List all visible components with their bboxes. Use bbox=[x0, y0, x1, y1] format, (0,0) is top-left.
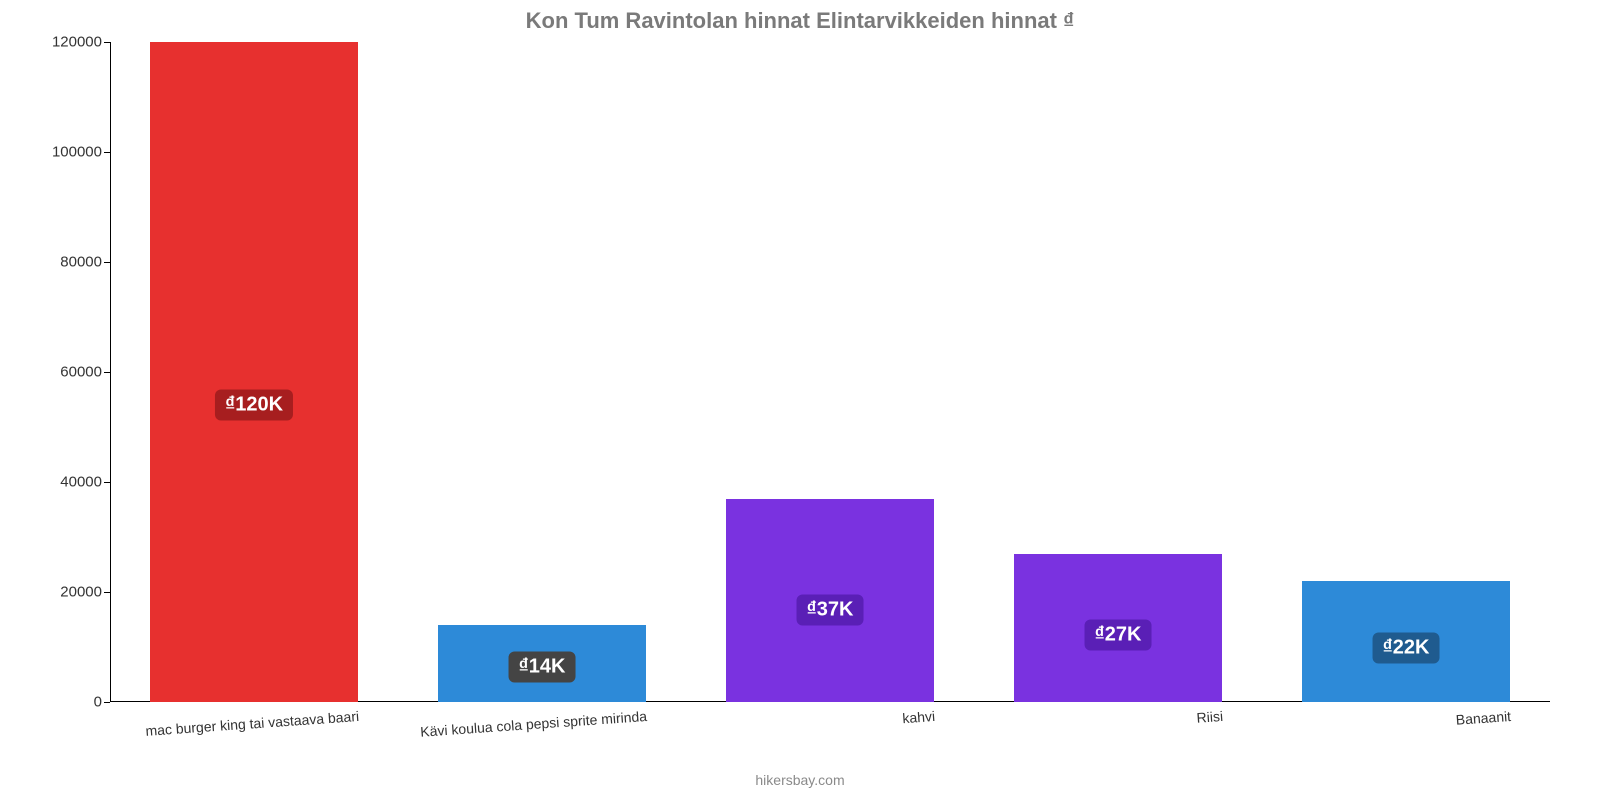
x-tick-label: Kävi koulua cola pepsi sprite mirinda bbox=[419, 702, 647, 740]
x-tick-label: Banaanit bbox=[1455, 702, 1512, 728]
x-tick-label: mac burger king tai vastaava baari bbox=[144, 702, 359, 739]
bar: ₫120K bbox=[150, 42, 357, 702]
bar: ₫37K bbox=[726, 499, 933, 703]
y-tick-mark bbox=[104, 482, 110, 483]
y-axis-line bbox=[110, 42, 111, 702]
y-tick-mark bbox=[104, 152, 110, 153]
price-bar-chart: Kon Tum Ravintolan hinnat Elintarvikkeid… bbox=[0, 0, 1600, 800]
plot-area: 020000400006000080000100000120000₫120Kma… bbox=[110, 42, 1550, 702]
y-tick-mark bbox=[104, 262, 110, 263]
y-tick-label: 80000 bbox=[60, 254, 110, 271]
chart-footer: hikersbay.com bbox=[0, 772, 1600, 788]
y-tick-mark bbox=[104, 372, 110, 373]
bar-value-badge: ₫37K bbox=[797, 595, 864, 626]
y-tick-label: 120000 bbox=[52, 34, 110, 51]
bar-value-badge: ₫27K bbox=[1085, 620, 1152, 651]
bar: ₫14K bbox=[438, 625, 645, 702]
bar: ₫22K bbox=[1302, 581, 1509, 702]
y-tick-label: 60000 bbox=[60, 364, 110, 381]
y-tick-mark bbox=[104, 702, 110, 703]
y-tick-label: 100000 bbox=[52, 144, 110, 161]
bar-value-badge: ₫120K bbox=[215, 390, 293, 421]
y-tick-label: 40000 bbox=[60, 474, 110, 491]
bar: ₫27K bbox=[1014, 554, 1221, 703]
bar-value-badge: ₫22K bbox=[1373, 632, 1440, 663]
y-tick-mark bbox=[104, 42, 110, 43]
y-tick-mark bbox=[104, 592, 110, 593]
bar-value-badge: ₫14K bbox=[509, 652, 576, 683]
x-tick-label: Riisi bbox=[1195, 702, 1223, 726]
chart-title: Kon Tum Ravintolan hinnat Elintarvikkeid… bbox=[0, 8, 1600, 34]
y-tick-label: 20000 bbox=[60, 584, 110, 601]
x-tick-label: kahvi bbox=[901, 702, 935, 726]
